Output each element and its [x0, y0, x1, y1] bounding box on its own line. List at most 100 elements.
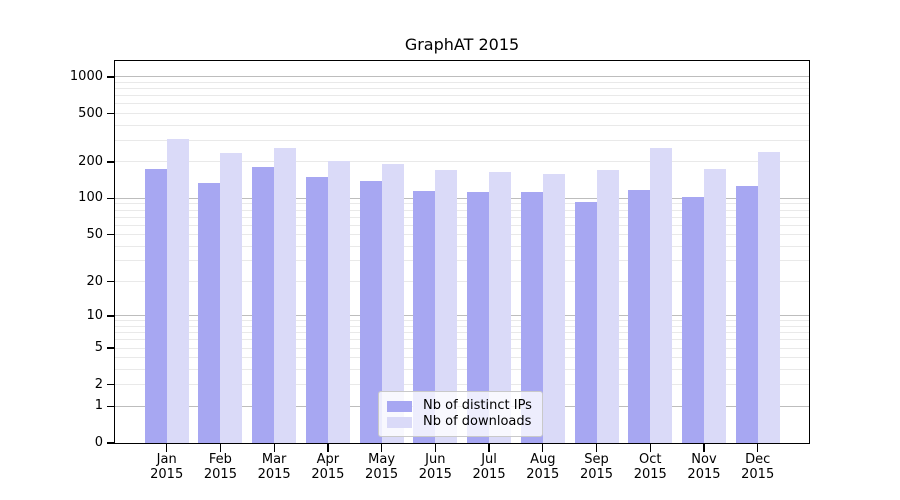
x-tick-mark	[649, 444, 651, 452]
y-tick-label: 20	[86, 273, 103, 289]
y-tick-mark	[107, 384, 115, 386]
bar-distinct-ips	[198, 183, 221, 443]
bar-downloads	[220, 152, 243, 443]
minor-gridline	[115, 81, 809, 83]
x-tick-mark	[166, 444, 168, 452]
x-tick-mark	[273, 444, 275, 452]
x-tick-label: Jul 2015	[457, 452, 521, 482]
x-tick-year: 2015	[365, 466, 399, 482]
x-tick-month: Apr	[316, 452, 340, 467]
minor-gridline	[115, 347, 809, 349]
bar-distinct-ips	[305, 177, 328, 443]
y-tick-label: 1	[94, 398, 103, 414]
x-tick-year: 2015	[633, 466, 667, 482]
bar-distinct-ips	[252, 167, 275, 443]
x-tick-year: 2015	[579, 466, 614, 482]
y-tick-label: 1000	[69, 68, 103, 84]
major-gridline	[115, 197, 809, 199]
chart-title: GraphAT 2015	[404, 35, 520, 54]
major-gridline	[115, 76, 809, 78]
y-tick-mark	[107, 281, 115, 283]
minor-gridline	[115, 224, 809, 226]
x-tick-label: Oct 2015	[618, 452, 682, 482]
x-tick-year: 2015	[418, 466, 452, 482]
plot-area: Nb of distinct IPs Nb of downloads	[114, 60, 810, 444]
x-tick-mark	[757, 444, 759, 452]
y-tick-label: 200	[78, 153, 103, 169]
bar-downloads	[381, 163, 404, 443]
x-tick-label: Dec 2015	[726, 452, 790, 482]
bar-distinct-ips	[144, 168, 167, 443]
x-tick-mark	[542, 444, 544, 452]
y-tick-mark	[107, 234, 115, 236]
x-tick-month: Mar	[261, 452, 287, 467]
x-tick-label: Nov 2015	[672, 452, 736, 482]
y-tick-label: 50	[86, 226, 103, 242]
minor-gridline	[115, 113, 809, 115]
y-tick-mark	[107, 112, 115, 115]
bar-distinct-ips	[413, 190, 436, 443]
x-tick-label: Sep 2015	[565, 452, 629, 482]
minor-gridline	[115, 281, 809, 283]
y-tick-mark	[107, 405, 115, 407]
x-tick-month: Nov	[691, 452, 717, 467]
legend: Nb of distinct IPs Nb of downloads	[378, 391, 543, 437]
legend-swatch-icon	[387, 416, 412, 428]
x-tick-mark	[595, 444, 598, 452]
x-tick-mark	[327, 444, 329, 452]
bar-distinct-ips	[628, 190, 651, 443]
x-tick-year: 2015	[741, 466, 775, 482]
bar-distinct-ips	[574, 201, 597, 443]
bars-layer	[115, 61, 809, 443]
y-tick-mark	[107, 197, 115, 200]
bar-downloads	[650, 148, 673, 443]
x-tick-month: Aug	[530, 452, 556, 467]
bar-downloads	[166, 138, 189, 443]
x-tick-month: Jun	[425, 452, 446, 467]
y-tick-label: 10	[86, 307, 103, 323]
x-tick-year: 2015	[526, 466, 560, 482]
bar-downloads	[703, 168, 726, 443]
x-tick-label: Jan 2015	[135, 452, 199, 482]
minor-gridline	[115, 384, 809, 386]
minor-gridline	[115, 88, 809, 90]
x-tick-month: Jul	[481, 452, 497, 467]
y-tick-mark	[107, 347, 115, 349]
x-tick-label: Jun 2015	[403, 452, 467, 482]
x-tick-month: Oct	[638, 452, 662, 467]
bar-downloads	[274, 148, 297, 443]
x-tick-mark	[434, 444, 437, 452]
minor-gridline	[115, 161, 809, 163]
y-tick-label: 100	[78, 190, 103, 206]
minor-gridline	[115, 326, 809, 328]
y-tick-mark	[107, 315, 115, 317]
minor-gridline	[115, 216, 809, 218]
minor-gridline	[115, 203, 809, 205]
minor-gridline	[115, 357, 809, 359]
minor-gridline	[115, 369, 809, 371]
major-gridline	[115, 315, 809, 317]
x-tick-mark	[381, 444, 383, 452]
x-tick-label: Aug 2015	[511, 452, 575, 482]
x-tick-label: Apr 2015	[296, 452, 360, 482]
x-tick-mark	[488, 444, 490, 452]
legend-item-label: Nb of distinct IPs	[423, 398, 532, 413]
x-tick-month: Sep	[584, 452, 609, 467]
y-tick-label: 500	[78, 105, 103, 121]
minor-gridline	[115, 140, 809, 142]
bar-distinct-ips	[520, 191, 543, 443]
bar-downloads	[489, 172, 512, 443]
y-tick-mark	[107, 442, 115, 444]
minor-gridline	[115, 124, 809, 126]
y-tick-label: 0	[94, 435, 103, 450]
y-tick-label: 5	[94, 340, 103, 356]
bar-downloads	[327, 160, 350, 443]
minor-gridline	[115, 245, 809, 247]
legend-item-label: Nb of downloads	[423, 414, 532, 429]
bar-downloads	[435, 170, 458, 443]
minor-gridline	[115, 332, 809, 334]
x-tick-year: 2015	[257, 466, 291, 482]
x-tick-label: May 2015	[350, 452, 414, 482]
x-tick-mark	[219, 444, 222, 452]
